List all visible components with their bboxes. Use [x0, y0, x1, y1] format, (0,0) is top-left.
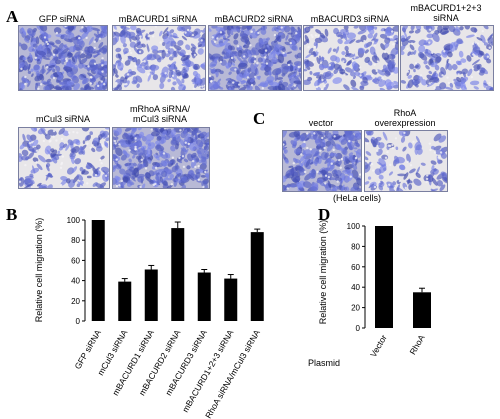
panel-b-bar	[144, 269, 158, 321]
panel-c-label-1: vector	[308, 118, 334, 128]
panel-a-label-5-line1: mBACURD1+2+3	[410, 3, 482, 13]
panel-b-bar	[118, 281, 132, 321]
panel-d-error-bar	[419, 287, 425, 293]
micrograph-texture	[304, 26, 398, 90]
panel-c-label-2: RhoA overexpression	[364, 108, 446, 128]
panel-b-letter: B	[6, 205, 18, 224]
panel-b-y-tick-label: 60	[71, 256, 80, 265]
micrograph-texture	[19, 26, 107, 90]
panel-b-bar	[91, 220, 105, 321]
panel-b-error-bar	[148, 264, 155, 270]
panel-b-error-bar	[174, 221, 181, 229]
panel-b-error-bar	[121, 278, 128, 282]
panel-b-bar	[224, 278, 238, 321]
micrograph-texture	[209, 26, 301, 90]
panel-a-label-7-line1: mRhoA siRNA/	[129, 104, 191, 114]
panel-a-label-3: mBACURD2 siRNA	[214, 14, 294, 24]
micrograph-mbacurd123-sirna	[400, 25, 494, 91]
panel-d-y-tick-label: 20	[351, 304, 360, 313]
panel-b-bar	[250, 232, 264, 321]
panel-b-y-tick-label: 0	[76, 317, 81, 326]
panel-d-category-label: Vector	[368, 333, 389, 359]
micrograph-mbacurd3-sirna	[303, 25, 399, 91]
panel-b-y-tick-label: 100	[67, 216, 81, 225]
panel-b-error-bar	[254, 228, 261, 233]
panel-d-bar	[375, 226, 393, 328]
panel-c-label-2-line2: overexpression	[374, 118, 436, 128]
panel-b-error-bar	[201, 268, 208, 273]
panel-a-label-5-line2: siRNA	[433, 13, 459, 23]
panel-a-label-7-line2: mCul3 siRNA	[132, 114, 187, 124]
micrograph-vector	[282, 130, 362, 192]
panel-d-y-tick-label: 80	[351, 242, 360, 251]
panel-a-label-6: mCul3 siRNA	[35, 114, 90, 124]
micrograph-rhoa-overexpression	[364, 130, 448, 192]
panel-d-y-axis-label: Relative cell migration (%)	[318, 220, 328, 325]
micrograph-mbacurd2-sirna	[208, 25, 302, 91]
micrograph-texture	[113, 128, 209, 188]
panel-a-label-2: mBACURD1 siRNA	[118, 14, 198, 24]
panel-b-y-tick-label: 80	[71, 236, 80, 245]
panel-d-y-tick-label: 60	[351, 263, 360, 272]
micrograph-texture	[113, 26, 205, 90]
micrograph-mbacurd1-sirna	[112, 25, 206, 91]
panel-b-bar	[171, 228, 185, 321]
panel-b-category-label: mBACURD1+2+3 siRNA	[180, 328, 236, 414]
panel-d-y-tick-label: 100	[347, 222, 361, 231]
panel-d-category-label: RhoA	[407, 333, 426, 357]
panel-b-y-tick-label: 20	[71, 297, 80, 306]
micrograph-texture	[401, 26, 493, 90]
panel-d-letter: D	[318, 205, 331, 224]
panel-b-bar-chart: Relative cell migration (%) 0 20 40 60 80 100 G…	[34, 216, 264, 419]
micrograph-texture	[19, 128, 109, 188]
panel-a-label-4: mBACURD3 siRNA	[310, 14, 390, 24]
panel-d-bar	[413, 292, 431, 328]
panel-a-label-7: mRhoA siRNA/ mCul3 siRNA	[112, 104, 208, 124]
panel-b-y-axis-label: Relative cell migration (%)	[34, 218, 44, 323]
micrograph-texture	[365, 131, 447, 191]
panel-b-category-label: GFP siRNA	[72, 328, 103, 371]
panel-d-y-tick-label: 0	[356, 324, 361, 333]
panel-a-letter: A	[6, 7, 19, 26]
micrograph-texture	[283, 131, 361, 191]
panel-c-caption: (HeLa cells)	[333, 193, 382, 203]
panel-d-bar-chart: Relative cell migration (%) 0 20 40 60 80 100 V…	[308, 220, 431, 368]
panel-b-bar	[197, 272, 211, 321]
micrograph-mrhoa-mcul3-sirna	[112, 127, 210, 189]
micrograph-mcul3-sirna	[18, 127, 110, 189]
panel-a-label-5: mBACURD1+2+3 siRNA	[400, 3, 492, 23]
panel-d-plasmid-label: Plasmid	[308, 358, 340, 368]
panel-c-label-2-line1: RhoA	[393, 108, 417, 118]
panel-b-error-bar	[227, 274, 234, 279]
micrograph-gfp-sirna	[18, 25, 108, 91]
panel-a-label-1: GFP siRNA	[38, 14, 86, 24]
panel-b-y-tick-label: 40	[71, 277, 80, 286]
panel-d-y-tick-label: 40	[351, 283, 360, 292]
panel-c-letter: C	[253, 109, 266, 128]
